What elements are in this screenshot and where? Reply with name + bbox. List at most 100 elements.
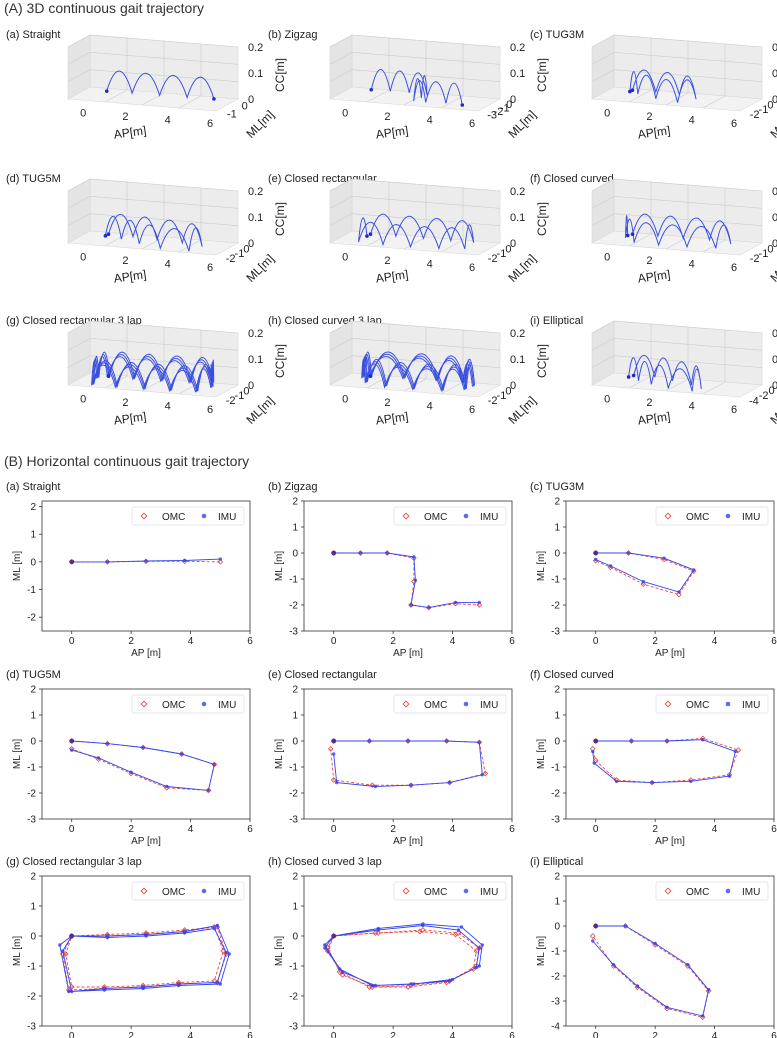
imu-point <box>459 925 464 929</box>
z-tick-label: 0 <box>772 94 777 106</box>
y-axis-label: ML[m] <box>505 251 538 284</box>
imu-point <box>409 982 413 986</box>
endpoint-marker <box>106 374 111 378</box>
y-tick-label: 0 <box>769 385 775 397</box>
legend-omc-marker <box>140 512 148 520</box>
z-tick-label: 0.2 <box>510 328 525 340</box>
x-tick-label: 2 <box>646 255 652 267</box>
x-tick-label: 6 <box>207 404 213 416</box>
panel-title: (g) Closed rectangular 3 lap <box>6 856 142 868</box>
z-axis-label: CC[m] <box>273 344 287 378</box>
grid-line <box>329 213 353 226</box>
legend-imu-marker <box>725 701 731 707</box>
omc-point <box>473 948 480 954</box>
x-tick-label: 4 <box>165 401 171 413</box>
y-tick-label: -2 <box>27 613 36 624</box>
z-tick-label: 0.1 <box>772 354 777 366</box>
x-tick-label: 4 <box>712 636 718 647</box>
x-axis-label: AP[m] <box>637 409 671 427</box>
y-tick-label: 2 <box>30 502 36 513</box>
legend-omc-marker <box>664 700 672 708</box>
y-tick-label: 0 <box>554 922 560 933</box>
z-tick-label: 0.1 <box>510 354 525 366</box>
trajectory-line <box>625 213 732 249</box>
imu-point <box>611 963 616 967</box>
grid-line <box>591 178 615 192</box>
imu-line <box>71 740 215 791</box>
grid-line <box>591 52 615 65</box>
x-tick-label: 2 <box>646 111 652 123</box>
y-tick-label: 1 <box>554 523 560 534</box>
imu-point <box>224 950 228 955</box>
imu-point <box>61 949 65 953</box>
legend-omc-label: OMC <box>162 700 185 711</box>
imu-point <box>67 989 71 994</box>
imu-point <box>334 780 339 785</box>
y-tick-label: 1 <box>292 902 298 913</box>
trajectory-line <box>363 351 476 392</box>
y-tick-label: 0 <box>292 549 298 560</box>
imu-point <box>608 564 613 568</box>
imu-point <box>453 600 458 605</box>
imu-point <box>689 779 693 783</box>
y-tick-label: -3 <box>27 815 36 826</box>
endpoint-marker <box>628 89 632 94</box>
grid-line <box>67 52 91 65</box>
imu-point <box>385 551 389 555</box>
endpoint-marker <box>106 232 111 236</box>
legend-omc-marker <box>664 512 672 520</box>
z-tick-label: 0 <box>772 238 777 250</box>
x-tick-label: 2 <box>128 636 134 647</box>
imu-point <box>373 983 378 988</box>
imu-point <box>58 943 62 947</box>
x-tick-label: 6 <box>509 1031 515 1038</box>
endpoint-marker <box>630 88 635 92</box>
legend-omc-marker <box>402 512 410 520</box>
x-axis-label: AP[m] <box>375 267 409 285</box>
x-tick-label: 4 <box>689 115 695 127</box>
x-tick-label: 4 <box>712 1031 718 1038</box>
panel-3d: (i) Elliptical0246-4-2000.10.2AP[m]ML[m]… <box>530 315 777 428</box>
panel-2d: (g) Closed rectangular 3 lap 0 2 4 6 -3 -2 -1 0 1… <box>6 856 253 1038</box>
x-tick-label: 6 <box>731 118 737 130</box>
grid-line <box>329 338 353 351</box>
y-tick-label: 1 <box>554 897 560 908</box>
imu-point <box>591 749 595 754</box>
y-tick-label: -4 <box>551 1022 560 1033</box>
imu-point <box>367 739 372 743</box>
grid-line <box>613 34 763 48</box>
legend-imu-label: IMU <box>742 887 760 898</box>
grid-line <box>613 52 763 65</box>
grid-line <box>351 178 501 192</box>
y-tick-label: -2 <box>551 789 560 800</box>
imu-point <box>477 964 482 968</box>
y-axis-label: ML[m] <box>243 393 276 426</box>
grid-line <box>351 52 501 65</box>
y-tick-label: -1 <box>27 585 36 596</box>
imu-point <box>218 557 222 561</box>
x-axis-label: AP [m] <box>393 836 423 847</box>
grid-line <box>141 92 165 106</box>
imu-point <box>629 739 634 743</box>
x-tick-label: 4 <box>165 115 171 127</box>
z-tick-label: 0.1 <box>772 212 777 224</box>
imu-point <box>447 780 452 785</box>
imu-point <box>665 739 669 743</box>
y-tick-label: -1 <box>551 575 560 586</box>
x-tick-label: 2 <box>128 824 134 835</box>
grid-line <box>351 338 501 351</box>
y-tick-label: 0 <box>505 385 511 397</box>
legend-imu-label: IMU <box>480 887 498 898</box>
imu-point <box>212 762 217 767</box>
imu-point <box>370 983 375 988</box>
grid-line <box>329 52 353 65</box>
x-tick-label: 4 <box>427 401 433 413</box>
imu-line <box>595 552 695 593</box>
imu-point <box>332 752 336 756</box>
y-tick-label: 0 <box>292 932 298 943</box>
x-tick-label: 4 <box>188 636 194 647</box>
omc-point <box>452 931 459 938</box>
imu-point <box>212 926 217 931</box>
x-tick-label: 4 <box>188 1031 194 1038</box>
imu-point <box>623 924 628 928</box>
